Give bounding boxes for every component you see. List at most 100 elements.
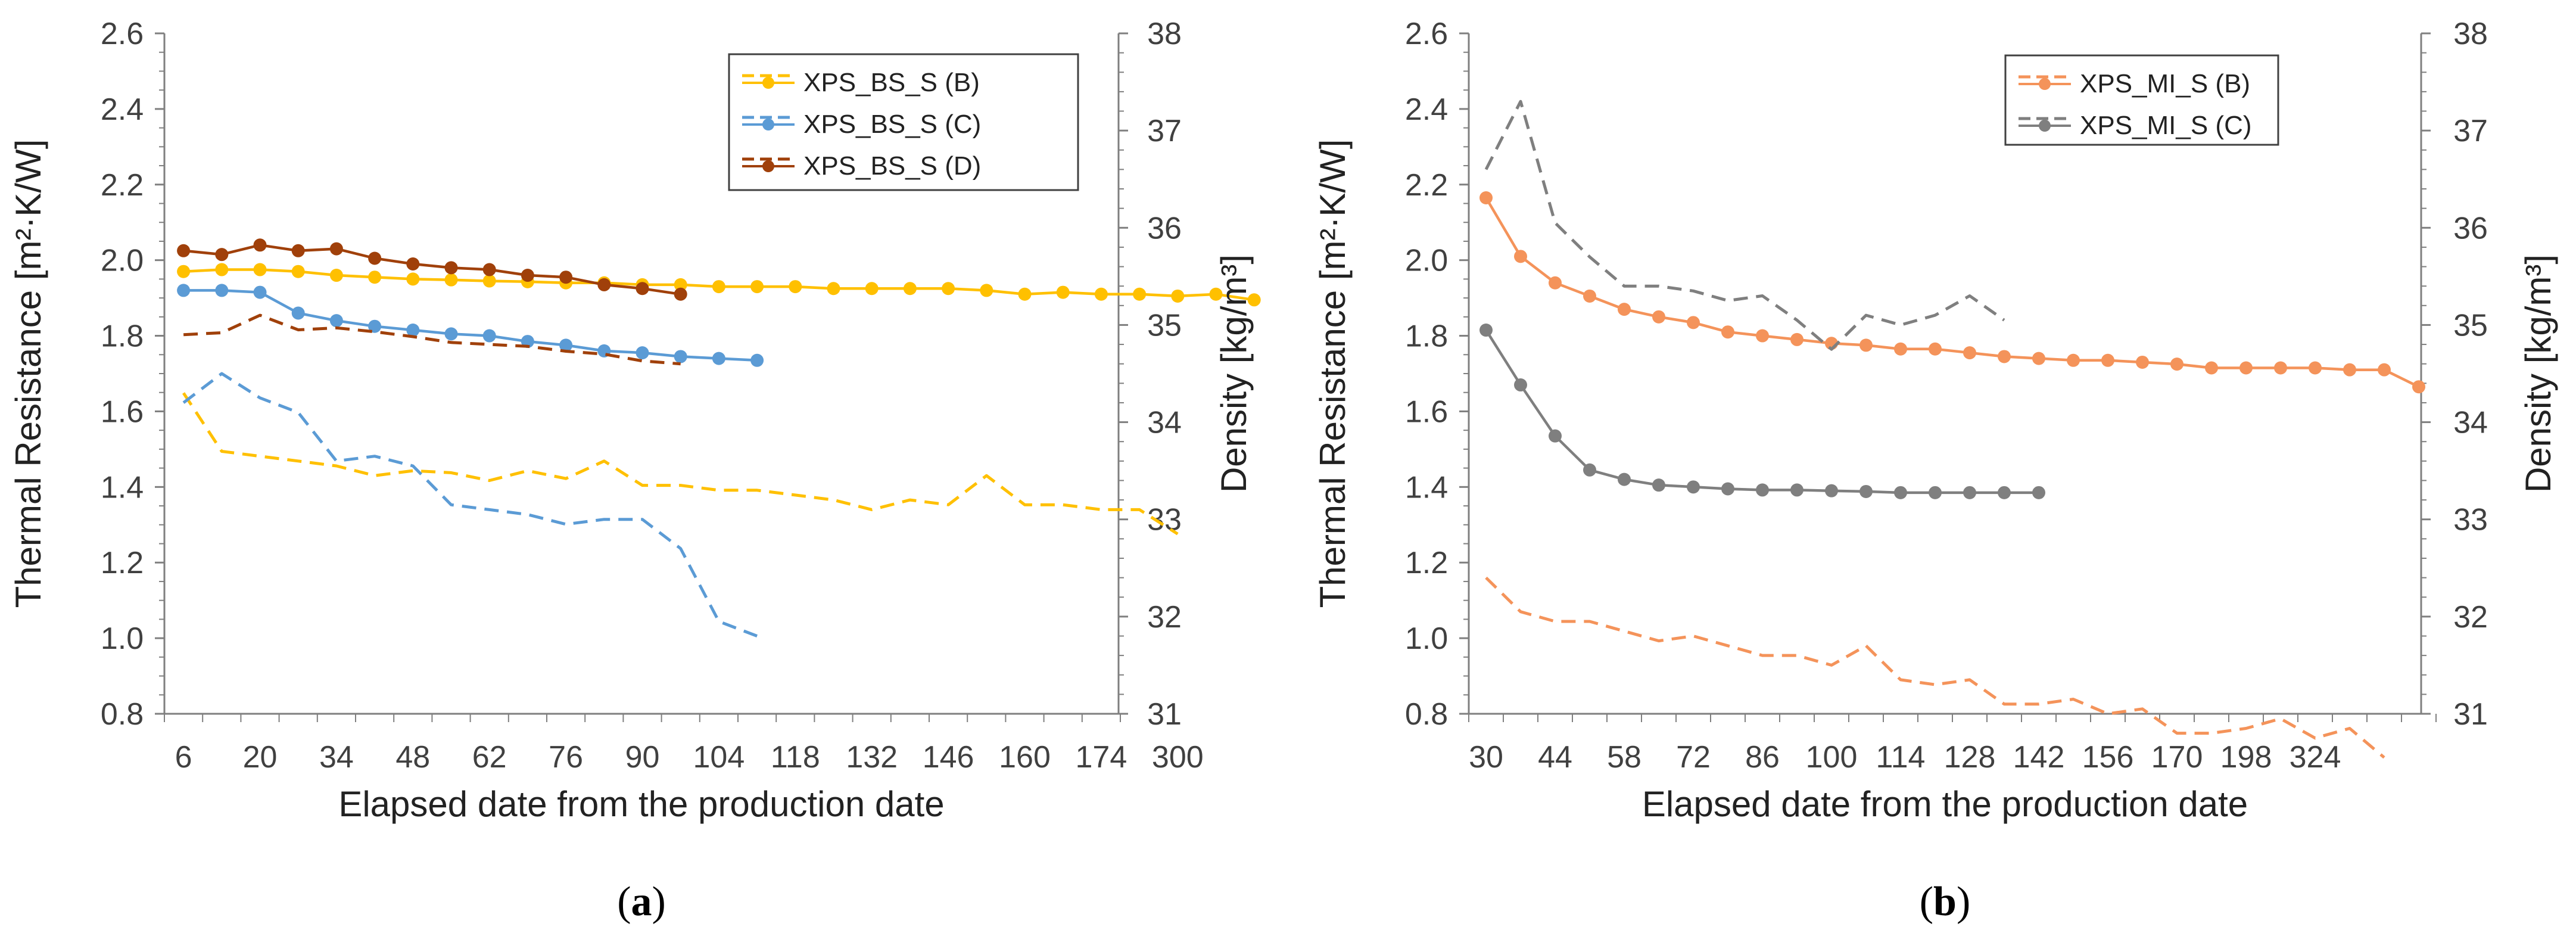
- data-point: [444, 327, 458, 341]
- series-line: [1484, 100, 2005, 351]
- x-tick-label: 324: [2290, 740, 2341, 775]
- data-point: [1549, 429, 1562, 443]
- y-axis-title: Thermal Resistance [m²·K/W]: [8, 139, 48, 608]
- data-point: [253, 263, 267, 276]
- data-point: [1721, 325, 1734, 339]
- data-point: [2343, 363, 2356, 377]
- data-point: [1929, 486, 1942, 499]
- x-axis-title: Elapsed date from the production date: [1642, 784, 2248, 824]
- data-point: [2170, 357, 2183, 371]
- series-xps-bs-s-d-: [177, 238, 687, 301]
- data-point: [942, 282, 955, 296]
- legend-swatch-marker: [2039, 78, 2051, 90]
- data-point: [750, 353, 764, 367]
- data-point: [2274, 361, 2287, 375]
- data-point: [291, 244, 305, 257]
- x-tick-label: 146: [923, 740, 974, 775]
- y-tick-label: 1.4: [101, 470, 144, 505]
- data-point: [636, 346, 649, 360]
- series-line: [183, 289, 758, 362]
- series-xps-mi-s-b-density: [1485, 576, 2385, 759]
- y2-tick-label: 34: [2453, 406, 2488, 440]
- series-xps-bs-s-b-: [177, 263, 1261, 307]
- y2-tick-label: 31: [1147, 697, 1182, 732]
- series-line: [182, 392, 1179, 536]
- data-point: [2239, 361, 2253, 375]
- x-tick-label: 6: [175, 740, 192, 775]
- legend: XPS_BS_S (B) XPS_BS_S (C) XPS_BS_S (D): [728, 53, 1079, 191]
- series-line: [1485, 197, 2419, 388]
- y2-tick-label: 36: [1147, 211, 1182, 245]
- y-tick-label: 2.2: [1405, 168, 1448, 203]
- x-tick-label: 58: [1607, 740, 1641, 775]
- data-point: [406, 257, 420, 271]
- data-point: [1056, 285, 1070, 299]
- data-point: [368, 319, 382, 333]
- data-point: [903, 282, 917, 296]
- y-tick-label: 1.8: [101, 319, 144, 354]
- y2-tick-label: 36: [2453, 211, 2488, 245]
- data-point: [674, 287, 687, 301]
- x-tick-label: 104: [693, 740, 745, 775]
- y2-tick-label: 31: [2453, 697, 2488, 732]
- series-line: [1485, 329, 2039, 495]
- legend-box: [2004, 54, 2279, 146]
- data-point: [2032, 486, 2045, 499]
- data-point: [368, 251, 382, 265]
- data-point: [597, 278, 611, 291]
- x-tick-label: 118: [771, 740, 820, 775]
- data-point: [215, 263, 229, 276]
- x-tick-label: 114: [1876, 740, 1926, 775]
- data-point: [1514, 250, 1527, 263]
- y-tick-label: 2.4: [101, 92, 144, 127]
- data-point: [1583, 463, 1596, 477]
- data-point: [1998, 486, 2011, 499]
- series-line: [182, 372, 758, 638]
- y-tick-label: 2.0: [101, 244, 144, 278]
- x-tick-label: 156: [2082, 740, 2134, 775]
- data-point: [177, 284, 191, 297]
- data-point: [1687, 316, 1700, 329]
- data-point: [1929, 342, 1942, 356]
- data-point: [636, 282, 649, 296]
- data-point: [2205, 361, 2218, 375]
- data-point: [1790, 483, 1803, 497]
- x-tick-label: 160: [999, 740, 1051, 775]
- data-point: [406, 272, 420, 286]
- data-point: [329, 242, 343, 256]
- data-point: [2136, 355, 2149, 369]
- y-tick-label: 0.8: [1405, 697, 1448, 732]
- data-point: [253, 285, 267, 299]
- legend-entry: XPS_BS_S (D): [803, 151, 981, 181]
- legend-swatch-marker: [762, 119, 774, 130]
- data-point: [1998, 350, 2011, 363]
- x-axis-title: Elapsed date from the production date: [338, 784, 944, 824]
- data-point: [177, 265, 191, 278]
- data-point: [291, 265, 305, 278]
- data-point: [291, 306, 305, 320]
- y2-tick-label: 38: [2453, 17, 2488, 51]
- y-tick-label: 1.0: [1405, 621, 1448, 656]
- data-point: [1618, 303, 1631, 316]
- data-point: [1721, 482, 1734, 496]
- data-point: [674, 278, 687, 291]
- series-line: [1485, 576, 2385, 759]
- data-point: [750, 280, 764, 294]
- x-tick-label: 44: [1538, 740, 1572, 775]
- y-tick-label: 1.4: [1405, 470, 1448, 505]
- y-tick-label: 2.6: [101, 17, 144, 51]
- y2-tick-label: 34: [1147, 406, 1182, 440]
- data-point: [2309, 361, 2322, 375]
- chart-panel-b: 0.8 1.0 1.2 1.4 1.6 1.8 2.0 2.2 2.4 2.6 31 32 33 34 35…: [1313, 17, 2558, 925]
- data-point: [329, 269, 343, 282]
- data-point: [444, 261, 458, 275]
- data-point: [1963, 486, 1976, 499]
- data-point: [1894, 486, 1907, 499]
- y-tick-label: 1.6: [1405, 394, 1448, 429]
- x-tick-label: 198: [2220, 740, 2272, 775]
- data-point: [559, 270, 573, 284]
- data-point: [1018, 287, 1032, 301]
- x-tick-label: 132: [846, 740, 898, 775]
- series-xps-mi-s-c-density: [1484, 100, 2005, 351]
